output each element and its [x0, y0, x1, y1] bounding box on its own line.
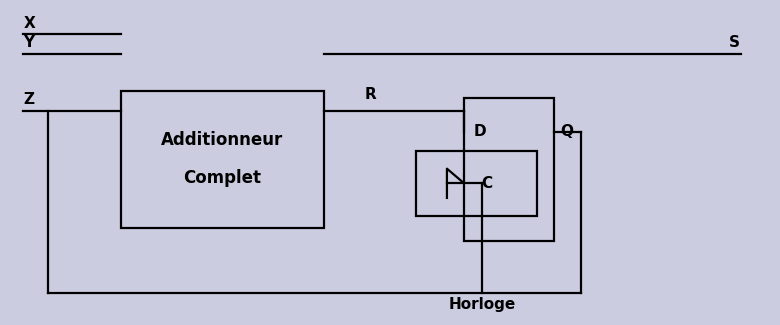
Text: R: R — [364, 87, 377, 102]
Text: S: S — [729, 35, 740, 50]
Text: C: C — [481, 176, 492, 191]
Text: Q: Q — [560, 124, 573, 139]
Bar — [464, 98, 554, 240]
Text: Complet: Complet — [183, 169, 261, 187]
Text: X: X — [23, 16, 35, 31]
Bar — [416, 151, 537, 216]
Text: Additionneur: Additionneur — [161, 131, 283, 149]
Text: D: D — [473, 124, 486, 139]
Text: Horloge: Horloge — [448, 297, 516, 312]
Text: Y: Y — [23, 35, 34, 50]
Text: Z: Z — [23, 92, 34, 107]
Bar — [121, 91, 324, 228]
